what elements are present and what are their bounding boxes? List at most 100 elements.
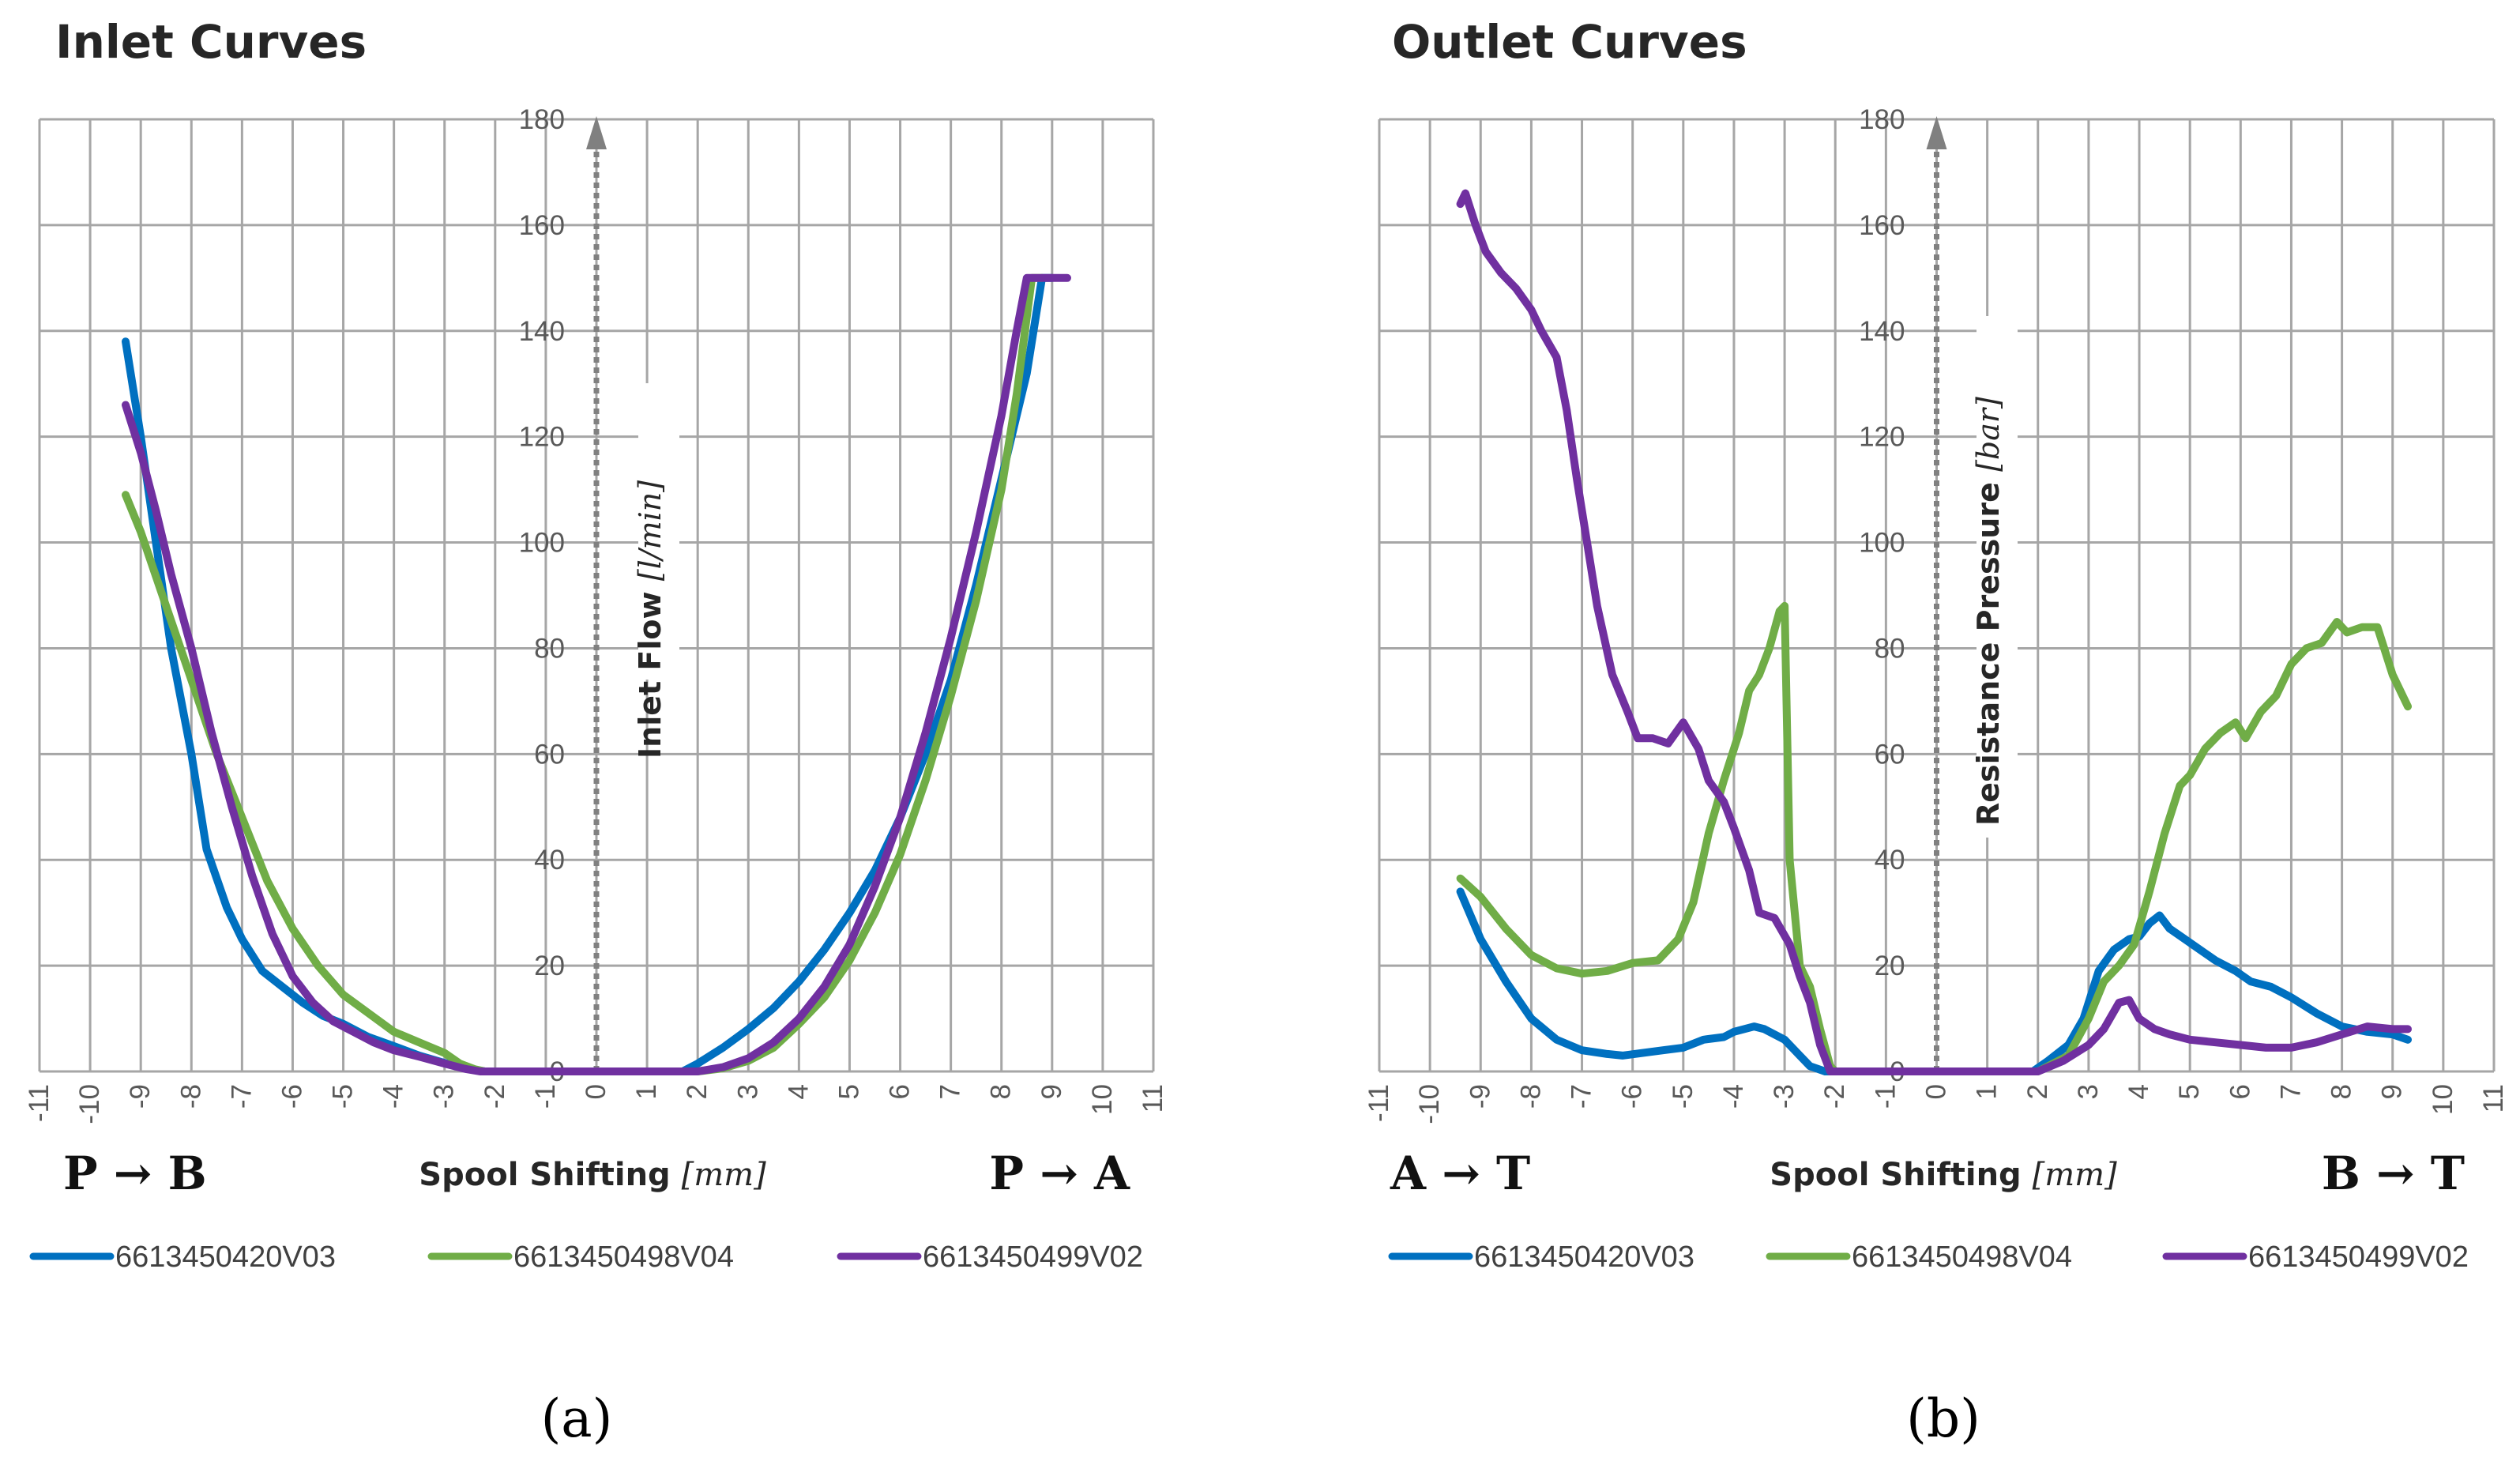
x-tick-label: 1 [631,1084,662,1099]
x-tick-label: 11 [2478,1084,2509,1113]
x-tick-label: 4 [783,1084,814,1099]
y-tick-label: 20 [1875,951,1905,981]
outlet-chart-title: Outlet Curves [1392,15,1747,69]
y-tick-label: 180 [1859,104,1905,135]
x-tick-label: -3 [1769,1084,1800,1109]
x-tick-label: -11 [24,1084,55,1122]
y-tick-label: 160 [1859,210,1905,241]
x-tick-label: -9 [125,1084,156,1109]
x-tick-label: -1 [530,1084,561,1109]
x-tick-label: 4 [2123,1084,2154,1099]
x-tick-label: -8 [175,1084,206,1109]
x-tick-label: 3 [732,1084,763,1099]
legend-entry: 6613450498V04 [513,1241,734,1274]
y-tick-label: 120 [1859,422,1905,453]
inlet-panel-caption: (a) [541,1388,613,1449]
x-tick-label: 6 [2225,1084,2255,1099]
y-tick-label: 100 [519,528,565,559]
inlet-y-axis-label: Inlet Flow [l/min] [633,480,668,759]
outlet-x-axis-label: Spool Shifting [mm] [1770,1157,2117,1193]
legend-entry: 6613450420V03 [1474,1241,1694,1274]
series-line-6613450498V04 [122,273,1046,1075]
x-tick-label: 2 [2022,1084,2053,1099]
x-tick-label: 10 [2428,1084,2458,1115]
x-tick-label: -1 [1870,1084,1901,1109]
y-axis-label-unit: [l/min] [633,480,668,581]
x-tick-label: -10 [1414,1084,1445,1124]
x-tick-label: -8 [1515,1084,1546,1109]
legend-entry: 6613450499V02 [2248,1241,2469,1274]
x-tick-label: 7 [935,1084,966,1099]
legend-entry: 6613450420V03 [115,1241,336,1274]
x-axis-label-text: Spool Shifting [419,1157,681,1193]
x-tick-label: -11 [1363,1084,1394,1122]
x-tick-label: -2 [480,1084,510,1109]
x-tick-label: 6 [885,1084,916,1099]
arrow-up-icon [586,116,607,149]
inlet-legend: 6613450420V03 6613450498V04 6613450499V02 [29,1241,1143,1274]
inlet-chart: Inlet Curves020406080100120140160180-11-… [24,15,1168,1449]
x-tick-label: 8 [986,1084,1017,1099]
x-tick-label: 8 [2326,1084,2357,1099]
y-axis-label-text: Resistance Pressure [1971,472,2006,826]
x-tick-label: -4 [1718,1084,1749,1109]
y-tick-label: 20 [534,951,565,981]
x-tick-label: 5 [833,1084,864,1099]
y-tick-label: 100 [1859,528,1905,559]
x-axis-label-unit: [mm] [2033,1157,2117,1193]
y-tick-label: 140 [519,316,565,347]
inlet-left-direction-label: P → B [63,1147,207,1200]
y-tick-label: 60 [534,739,565,770]
y-tick-label: 180 [519,104,565,135]
outlet-legend: 6613450420V03 6613450498V04 6613450499V02 [1388,1241,2469,1274]
series-line-6613450499V02 [1456,189,2412,1075]
y-tick-label: 80 [534,633,565,664]
x-tick-label: -4 [378,1084,409,1109]
x-tick-label: 9 [2377,1084,2408,1099]
x-tick-label: -10 [74,1084,105,1124]
x-axis-label-text: Spool Shifting [1770,1157,2032,1193]
x-tick-label: 7 [2275,1084,2306,1099]
y-tick-label: 60 [1875,739,1905,770]
series-line-6613450420V03 [1456,887,2412,1075]
y-tick-label: 80 [1875,633,1905,664]
outlet-left-direction-label: A → T [1390,1147,1530,1200]
inlet-right-direction-label: P → A [989,1147,1130,1200]
x-tick-label: 2 [682,1084,713,1099]
inlet-chart-title: Inlet Curves [55,15,367,69]
outlet-ylabel-backdrop [1977,316,2018,838]
legend-entry: 6613450498V04 [1852,1241,2072,1274]
y-axis-label-unit: [bar] [1971,397,2006,472]
y-tick-label: 160 [519,210,565,241]
x-tick-label: -5 [328,1084,359,1109]
x-tick-label: 3 [2073,1084,2104,1099]
x-tick-label: 0 [581,1084,611,1099]
y-tick-label: 40 [1875,845,1905,875]
series-line-6613450499V02 [122,273,1071,1075]
outlet-chart: Outlet Curves020406080100120140160180-11… [1363,15,2509,1449]
inlet-x-axis-label: Spool Shifting [mm] [419,1157,766,1193]
x-axis-label-unit: [mm] [682,1157,766,1193]
y-tick-label: 120 [519,422,565,453]
outlet-right-direction-label: B → T [2322,1147,2465,1200]
x-tick-label: 11 [1138,1084,1168,1113]
x-tick-label: -7 [1567,1084,1597,1109]
x-tick-label: 0 [1921,1084,1952,1099]
inlet-ylabel-backdrop [638,383,679,680]
x-tick-label: 10 [1087,1084,1118,1115]
x-tick-label: -7 [226,1084,257,1109]
x-tick-label: -9 [1465,1084,1495,1109]
x-tick-label: -5 [1668,1084,1698,1109]
x-tick-label: -6 [1617,1084,1648,1109]
arrow-up-icon [1926,116,1947,149]
x-tick-label: -6 [276,1084,307,1109]
outlet-y-axis-label: Resistance Pressure [bar] [1971,397,2006,826]
x-tick-label: 9 [1036,1084,1067,1099]
x-tick-label: -2 [1819,1084,1850,1109]
outlet-panel-caption: (b) [1906,1388,1980,1449]
y-axis-label-text: Inlet Flow [633,581,668,759]
y-tick-label: 140 [1859,316,1905,347]
legend-entry: 6613450499V02 [923,1241,1143,1274]
series-line-6613450420V03 [122,273,1056,1075]
